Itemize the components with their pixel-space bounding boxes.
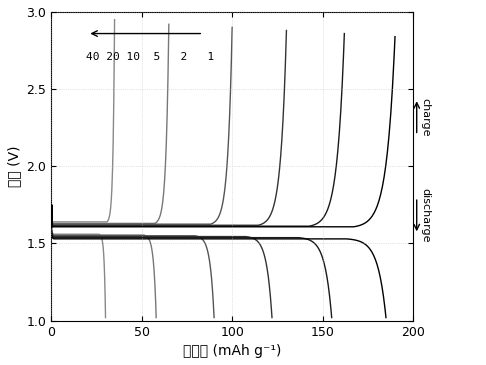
Text: charge: charge — [420, 98, 430, 136]
Text: 40 20 10  5   2   1: 40 20 10 5 2 1 — [86, 52, 214, 62]
Y-axis label: 电压 (V): 电压 (V) — [7, 146, 21, 187]
X-axis label: 比容量 (mAh g⁻¹): 比容量 (mAh g⁻¹) — [183, 344, 281, 358]
Text: discharge: discharge — [420, 188, 430, 243]
